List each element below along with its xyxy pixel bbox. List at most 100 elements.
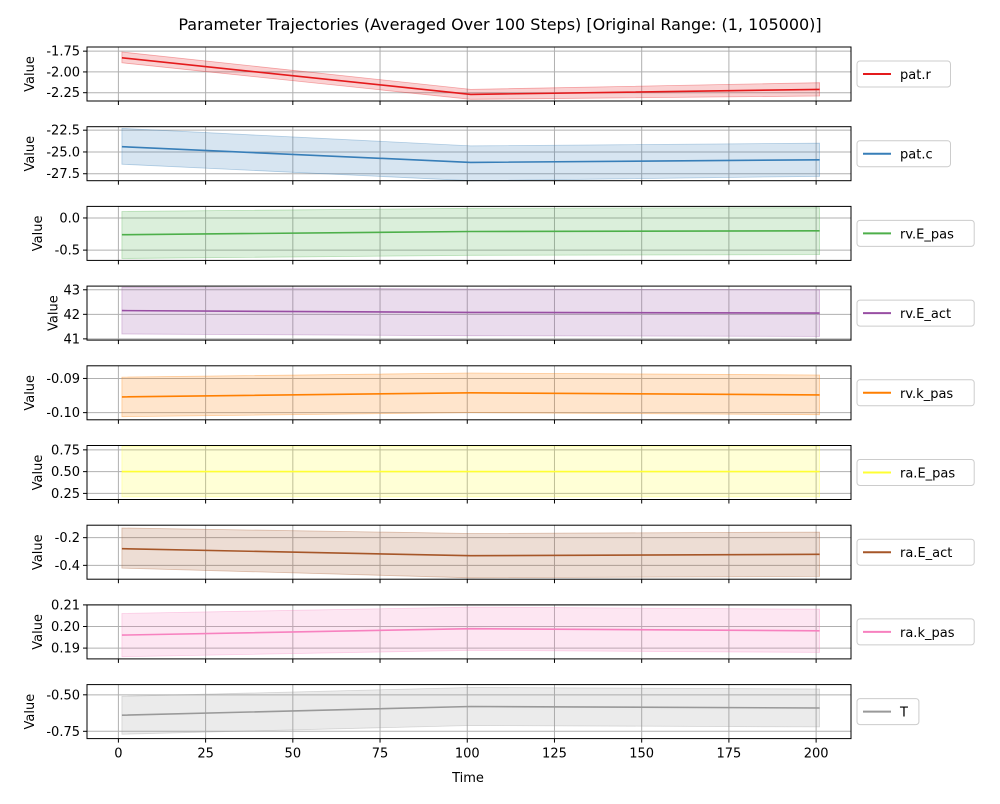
band-pat.r: [121, 51, 820, 100]
band-ra.k_pas: [121, 606, 820, 658]
y-axis-label: Value: [31, 614, 46, 650]
legend-rv.E_pas: rv.E_pas: [856, 219, 975, 247]
y-tick-label: -1.75: [46, 45, 80, 60]
legend-box: [856, 299, 975, 327]
line-T: [121, 705, 820, 716]
legend-label: rv.k_pas: [900, 387, 953, 402]
axes-frame: [86, 604, 852, 660]
legend-box: [856, 618, 975, 646]
y-tick-label: -2.25: [46, 86, 80, 101]
band-T: [121, 687, 820, 735]
band-pat.c: [121, 127, 820, 182]
x-tick-label: 25: [197, 747, 214, 762]
legend-label: T: [899, 706, 908, 721]
subplot-rv.E_pas: 0.0 -0.5 Value rv.E_pas: [31, 205, 975, 265]
line-ra.E_act: [121, 547, 820, 557]
subplot-ra.k_pas: 0.21 0.20 0.19 Value ra.k_pas: [31, 598, 975, 663]
y-tick-label: 0.0: [59, 211, 80, 226]
legend-box: [856, 60, 951, 88]
x-tick-label: 50: [285, 747, 302, 762]
y-tick-label: 0.20: [51, 620, 80, 635]
y-tick-label: 0.50: [51, 465, 80, 480]
legend-rv.k_pas: rv.k_pas: [856, 379, 975, 407]
y-tick-label: 0.25: [51, 487, 80, 502]
legend-label: ra.k_pas: [900, 626, 955, 641]
axes-frame: [86, 524, 852, 580]
x-tick-label: 175: [716, 747, 741, 762]
y-axis-label: Value: [23, 375, 38, 411]
x-tick-label: 150: [629, 747, 654, 762]
line-rv.E_pas: [121, 230, 820, 236]
line-pat.c: [121, 145, 820, 164]
line-ra.k_pas: [121, 627, 820, 636]
y-tick-label: -0.4: [55, 559, 80, 574]
legend-box: [856, 379, 975, 407]
axes-frame: [86, 205, 852, 261]
y-tick-label: -0.10: [46, 406, 80, 421]
y-axis-label: Value: [31, 534, 46, 570]
y-tick-label: -0.09: [46, 372, 80, 387]
legend-rv.E_act: rv.E_act: [856, 299, 975, 327]
legend-ra.E_pas: ra.E_pas: [856, 459, 975, 486]
axes-frame: [86, 365, 852, 421]
band-ra.E_act: [121, 527, 820, 579]
legend-ra.E_act: ra.E_act: [856, 538, 975, 566]
legend-box: [856, 459, 975, 486]
line-pat.r: [121, 57, 820, 96]
subplot-ra.E_pas: 0.75 0.50 0.25 Value ra.E_pas: [31, 443, 975, 504]
subplot-T: -0.50 -0.75 Value T 0 25 50 75 100 125 150 175 200: [23, 684, 920, 762]
line-rv.k_pas: [121, 391, 820, 398]
axes-frame: [86, 46, 852, 102]
x-tick-label: 125: [542, 747, 567, 762]
legend-ra.k_pas: ra.k_pas: [856, 618, 975, 646]
y-tick-label: 0.75: [51, 443, 80, 458]
band-rv.E_pas: [121, 207, 820, 259]
x-tick-label: 0: [114, 747, 122, 762]
chart-title: Parameter Trajectories (Averaged Over 10…: [178, 15, 821, 34]
y-tick-label: -0.5: [55, 244, 80, 259]
subplot-rv.k_pas: -0.09 -0.10 Value rv.k_pas: [23, 365, 975, 424]
y-tick-label: 43: [63, 283, 80, 298]
y-tick-label: -27.5: [46, 167, 80, 182]
legend-label: rv.E_pas: [900, 227, 954, 242]
legend-label: ra.E_act: [900, 546, 952, 561]
x-tick-label: 75: [372, 747, 389, 762]
y-tick-label: -25.0: [46, 145, 80, 160]
legend-label: rv.E_act: [900, 307, 951, 322]
y-axis-label: Value: [31, 455, 46, 491]
y-tick-label: -0.50: [46, 688, 80, 703]
legend-label: ra.E_pas: [900, 467, 955, 482]
legend-label: pat.r: [900, 68, 931, 83]
legend-pat.c: pat.c: [856, 140, 951, 168]
y-axis-label: Value: [31, 216, 46, 252]
x-tick-label: 200: [804, 747, 829, 762]
axes-frame: [86, 285, 852, 341]
y-axis-label: Value: [23, 694, 38, 730]
y-tick-label: -0.75: [46, 725, 80, 740]
y-tick-label: 41: [63, 332, 80, 347]
legend-box: [856, 219, 975, 247]
subplot-ra.E_act: -0.2 -0.4 Value ra.E_act: [31, 524, 975, 584]
y-tick-label: 42: [63, 308, 80, 323]
axes-frame: [86, 684, 852, 740]
y-tick-label: -0.2: [55, 531, 80, 546]
subplot-pat.r: -1.75 -2.00 -2.25 Value pat.r: [23, 45, 951, 105]
y-axis-label: Value: [46, 295, 61, 331]
legend-box: [856, 538, 975, 566]
legend-T: T: [856, 698, 920, 726]
legend-pat.r: pat.r: [856, 60, 951, 88]
y-tick-label: -22.5: [46, 124, 80, 139]
subplot-pat.c: -22.5 -25.0 -27.5 Value pat.c: [23, 124, 951, 185]
x-axis-label: Time: [451, 771, 484, 786]
y-tick-label: 0.21: [51, 598, 80, 613]
line-rv.E_act: [121, 309, 820, 314]
legend-label: pat.c: [900, 148, 933, 163]
x-tick-label: 100: [455, 747, 480, 762]
band-rv.k_pas: [121, 372, 820, 418]
legend-box: [856, 140, 951, 168]
y-axis-label: Value: [23, 136, 38, 172]
y-tick-label: -2.00: [46, 65, 80, 80]
